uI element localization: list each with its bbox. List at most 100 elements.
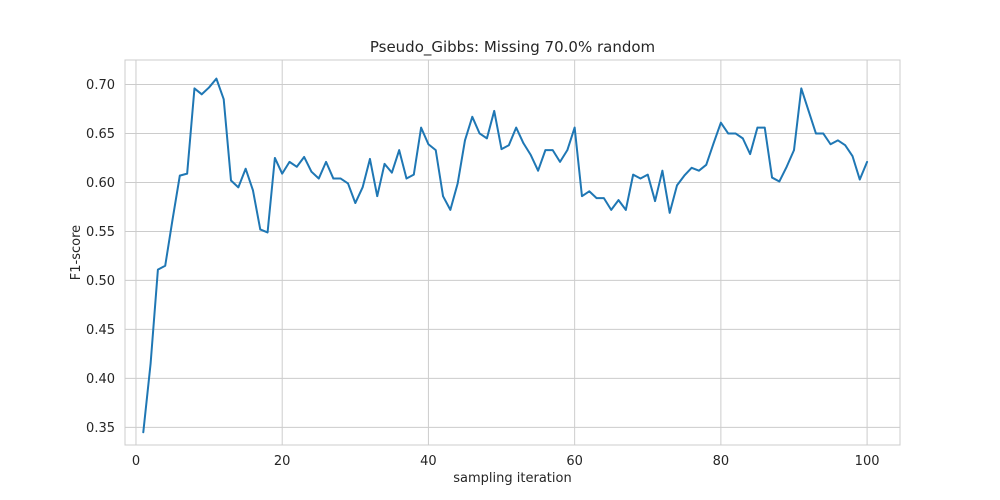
- data-point: [712, 142, 715, 145]
- data-point: [690, 166, 693, 169]
- data-point: [222, 98, 225, 100]
- data-point: [544, 149, 547, 151]
- x-axis-title: sampling iteration: [453, 471, 571, 486]
- data-point: [391, 171, 393, 174]
- data-point: [164, 264, 167, 267]
- data-point: [778, 180, 781, 183]
- data-point: [573, 126, 576, 129]
- data-point: [522, 142, 525, 145]
- data-point: [581, 195, 583, 197]
- data-point: [230, 179, 232, 182]
- data-point: [683, 174, 686, 177]
- data-point: [625, 209, 627, 211]
- data-point: [420, 126, 422, 129]
- data-point: [705, 164, 708, 166]
- data-point: [339, 177, 342, 180]
- data-point: [815, 132, 817, 135]
- data-point: [471, 116, 474, 118]
- data-point: [632, 173, 634, 176]
- data-point: [559, 161, 561, 163]
- y-tick-label: 0.35: [86, 421, 115, 436]
- data-point: [361, 186, 364, 189]
- data-point: [449, 209, 452, 211]
- y-axis-title: F1-score: [69, 225, 84, 280]
- data-point: [566, 149, 569, 151]
- data-point: [603, 197, 605, 199]
- data-point: [537, 169, 539, 172]
- data-point: [456, 182, 459, 185]
- data-point: [215, 77, 218, 80]
- plot-area: [124, 59, 901, 446]
- data-point: [200, 93, 203, 96]
- grid-lines: [125, 60, 900, 445]
- data-point: [317, 177, 320, 180]
- data-point: [281, 172, 283, 175]
- data-point: [654, 200, 656, 202]
- data-point: [508, 144, 510, 147]
- data-point: [332, 177, 335, 180]
- data-point: [807, 110, 810, 112]
- data-point: [698, 169, 700, 172]
- data-point: [354, 202, 357, 204]
- data-point: [296, 165, 298, 168]
- data-point: [208, 86, 210, 89]
- x-tick-label: 60: [566, 454, 583, 469]
- data-point: [157, 268, 159, 271]
- x-tick-label: 80: [713, 454, 730, 469]
- data-point: [829, 143, 832, 146]
- data-point: [376, 195, 379, 197]
- data-point: [661, 169, 664, 172]
- data-point: [646, 173, 649, 176]
- data-point: [486, 137, 488, 140]
- x-tick-label: 40: [420, 454, 437, 469]
- data-point: [793, 149, 795, 151]
- data-point: [274, 157, 276, 159]
- data-point: [288, 161, 291, 163]
- data-point: [464, 139, 466, 142]
- data-point: [369, 158, 371, 160]
- data-point: [259, 228, 262, 231]
- data-point: [325, 161, 327, 163]
- data-point: [493, 110, 496, 112]
- y-tick-label: 0.65: [86, 127, 115, 142]
- data-point: [478, 132, 481, 135]
- data-point: [771, 176, 773, 179]
- data-point: [800, 87, 803, 90]
- data-point: [668, 212, 671, 214]
- data-point: [142, 431, 145, 434]
- data-point: [734, 132, 737, 135]
- data-point: [500, 148, 503, 150]
- data-point: [149, 362, 152, 365]
- data-point: [610, 209, 613, 211]
- x-tick-label: 0: [132, 454, 140, 469]
- data-point: [742, 137, 744, 140]
- data-point: [237, 186, 240, 189]
- data-point: [551, 149, 554, 151]
- data-point: [427, 143, 430, 146]
- y-tick-label: 0.55: [86, 225, 115, 240]
- data-point: [186, 172, 188, 175]
- data-point: [720, 121, 722, 124]
- data-point: [171, 218, 174, 221]
- y-tick-label: 0.40: [86, 372, 115, 387]
- data-point: [676, 184, 678, 187]
- data-point: [252, 189, 254, 192]
- data-point: [844, 144, 846, 147]
- data-point: [434, 149, 437, 151]
- data-point: [529, 154, 532, 156]
- data-point: [347, 182, 349, 185]
- data-point: [763, 126, 766, 129]
- y-tick-label: 0.70: [86, 78, 115, 93]
- data-point: [595, 197, 598, 199]
- data-point: [588, 190, 591, 193]
- data-point: [756, 126, 759, 129]
- x-tick-label: 100: [855, 454, 880, 469]
- data-point: [442, 195, 444, 197]
- data-point: [866, 161, 868, 163]
- data-point: [639, 177, 642, 180]
- tick-labels: 0 20 40 60 80 100 0.35 0.40 0.45 0.50 0.55 0.60 0.65…: [86, 78, 879, 469]
- data-point: [303, 156, 305, 158]
- data-point: [749, 153, 751, 155]
- data-point: [266, 231, 269, 234]
- series-line: [142, 77, 869, 434]
